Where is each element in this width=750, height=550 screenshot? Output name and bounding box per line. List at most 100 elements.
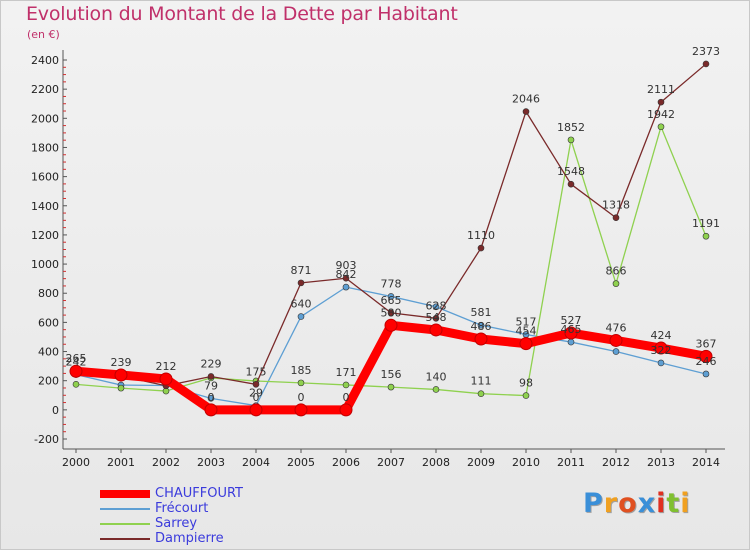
data-point-chauffourt <box>114 368 128 382</box>
data-label-dampierre: 665 <box>381 294 402 307</box>
data-label-chauffourt: 0 <box>253 391 260 404</box>
data-point-chauffourt <box>429 323 443 337</box>
data-label-sarrey: 171 <box>336 366 357 379</box>
data-point-frecourt <box>387 293 395 300</box>
data-label-dampierre: 1110 <box>467 229 495 242</box>
data-point-chauffourt <box>384 318 398 332</box>
data-label-chauffourt: 527 <box>561 314 582 327</box>
data-point-chauffourt <box>339 403 353 417</box>
logo-letter: r <box>603 488 619 519</box>
data-label-frecourt: 322 <box>651 344 672 357</box>
data-point-dampierre <box>342 274 350 282</box>
data-label-chauffourt: 0 <box>298 391 305 404</box>
data-point-chauffourt <box>609 333 623 347</box>
x-tick-label: 2006 <box>332 456 360 469</box>
data-point-sarrey <box>477 390 485 397</box>
data-point-dampierre <box>657 98 665 106</box>
data-label-dampierre: 229 <box>201 357 222 370</box>
y-tick-label: 2000 <box>31 112 59 125</box>
data-label-frecourt: 29 <box>249 387 263 400</box>
series-line-sarrey <box>75 126 707 397</box>
logo-letter: x <box>637 488 657 519</box>
x-tick-label: 2014 <box>692 456 720 469</box>
legend-label: Frécourt <box>155 501 209 516</box>
logo-letter: t <box>666 488 681 519</box>
data-label-dampierre: 2111 <box>647 83 675 96</box>
data-point-dampierre <box>387 309 395 317</box>
data-label-chauffourt: 424 <box>651 329 672 342</box>
data-point-chauffourt <box>69 364 83 378</box>
data-point-chauffourt <box>654 341 668 355</box>
data-point-dampierre <box>477 244 485 252</box>
data-label-sarrey: 1191 <box>692 217 720 230</box>
legend-label: Dampierre <box>155 531 224 546</box>
legend-item-sarrey: Sarrey <box>100 516 400 531</box>
data-label-frecourt: 465 <box>561 323 582 336</box>
logo-letter: P <box>583 488 604 519</box>
x-tick-label: 2001 <box>107 456 135 469</box>
proxiti-logo: Proxiti <box>583 488 691 519</box>
data-point-frecourt <box>297 313 305 320</box>
data-label-chauffourt: 367 <box>696 337 717 350</box>
data-label-frecourt: 842 <box>336 268 357 281</box>
data-point-chauffourt <box>564 326 578 340</box>
logo-letter: o <box>618 488 638 519</box>
data-point-sarrey <box>72 381 80 388</box>
data-point-sarrey <box>657 123 665 131</box>
data-label-chauffourt: 212 <box>156 360 177 373</box>
data-point-frecourt <box>477 321 485 329</box>
data-point-dampierre <box>522 108 530 115</box>
y-tick-label: 1200 <box>31 229 59 242</box>
legend-swatch <box>100 523 150 525</box>
logo-letter: i <box>656 488 667 519</box>
data-point-dampierre <box>252 381 260 388</box>
data-point-dampierre <box>567 180 575 188</box>
data-label-frecourt: 246 <box>696 355 717 368</box>
x-tick-label: 2002 <box>152 456 180 469</box>
data-label-frecourt: 79 <box>204 379 218 392</box>
y-tick-label: 1600 <box>31 171 59 184</box>
data-label-sarrey: 1942 <box>647 108 675 121</box>
x-tick-label: 2007 <box>377 456 405 469</box>
data-point-chauffourt <box>519 337 533 351</box>
x-tick-label: 2010 <box>512 456 540 469</box>
data-label-frecourt: 778 <box>381 277 402 290</box>
data-label-chauffourt: 454 <box>516 325 537 338</box>
data-label-frecourt: 242 <box>66 356 87 369</box>
data-label-dampierre: 1318 <box>602 199 630 212</box>
x-tick-label: 2005 <box>287 456 315 469</box>
data-label-sarrey: 140 <box>426 370 447 383</box>
x-tick-label: 2008 <box>422 456 450 469</box>
data-point-sarrey <box>702 232 710 240</box>
chart-legend: CHAUFFOURT Frécourt Sarrey Dampierre <box>100 486 400 546</box>
legend-swatch <box>100 508 150 510</box>
data-point-frecourt <box>612 348 620 355</box>
y-tick-label: -200 <box>34 433 59 446</box>
data-label-dampierre: 1548 <box>557 165 585 178</box>
data-point-chauffourt <box>249 403 263 417</box>
y-tick-label: 1000 <box>31 258 59 271</box>
data-point-chauffourt <box>474 332 488 346</box>
data-label-chauffourt: 476 <box>606 321 627 334</box>
y-tick-label: 0 <box>52 404 59 417</box>
legend-item-chauffourt: CHAUFFOURT <box>100 486 400 501</box>
legend-label: Sarrey <box>155 516 198 531</box>
y-tick-label: 1800 <box>31 141 59 154</box>
data-point-dampierre <box>612 214 620 222</box>
data-label-dampierre: 175 <box>246 365 267 378</box>
data-point-dampierre <box>207 373 215 380</box>
data-label-chauffourt: 239 <box>111 356 132 369</box>
data-point-chauffourt <box>204 403 218 417</box>
y-tick-label: 600 <box>38 316 59 329</box>
data-label-chauffourt: 548 <box>426 311 447 324</box>
data-label-sarrey: 98 <box>519 377 533 390</box>
data-point-sarrey <box>567 136 575 144</box>
data-label-chauffourt: 265 <box>66 352 87 365</box>
x-tick-label: 2012 <box>602 456 630 469</box>
data-point-chauffourt <box>294 403 308 417</box>
data-point-frecourt <box>702 370 710 378</box>
data-point-frecourt <box>657 359 665 367</box>
x-tick-label: 2000 <box>62 456 90 469</box>
